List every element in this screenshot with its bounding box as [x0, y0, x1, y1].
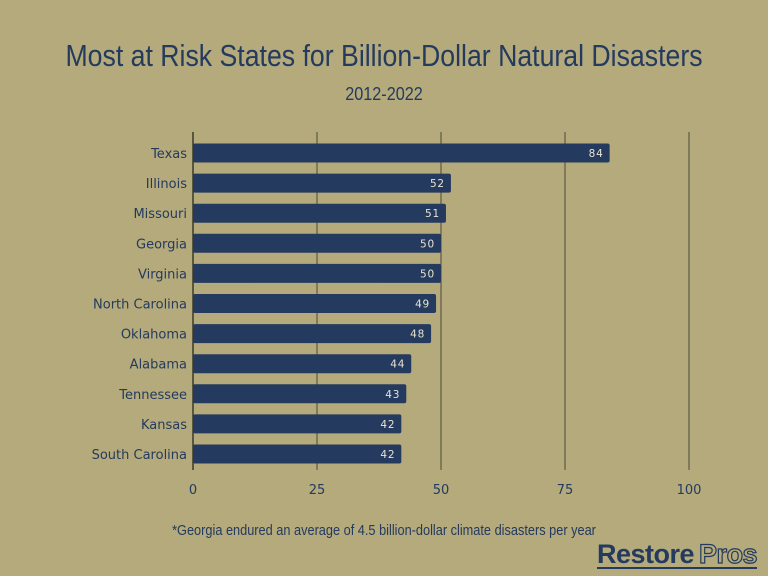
- bar: [193, 354, 412, 374]
- bar: [193, 263, 441, 283]
- x-tick-label: 25: [309, 483, 326, 498]
- x-tick-label: 100: [677, 483, 702, 498]
- category-label: Oklahoma: [121, 328, 187, 343]
- chart-subtitle: 2012-2022: [345, 84, 423, 104]
- data-label: 48: [410, 329, 425, 341]
- category-label: Illinois: [146, 177, 187, 192]
- bar: [193, 173, 451, 193]
- data-label: 49: [415, 299, 430, 311]
- bar: [193, 384, 407, 404]
- data-label: 44: [390, 359, 405, 371]
- category-label: Missouri: [133, 207, 187, 222]
- category-label: Virginia: [138, 267, 187, 282]
- x-tick-label: 75: [557, 483, 574, 498]
- bar: [193, 414, 402, 434]
- bar: [193, 203, 446, 223]
- restore-pros-logo: Restore Pros: [597, 539, 758, 569]
- data-label: 42: [380, 449, 395, 461]
- data-label: 50: [420, 238, 435, 250]
- chart-title: Most at Risk States for Billion-Dollar N…: [65, 38, 703, 73]
- data-label: 42: [380, 419, 395, 431]
- bar: [193, 294, 437, 313]
- category-label: Texas: [150, 147, 187, 162]
- data-label: 51: [425, 208, 440, 220]
- bar: [193, 324, 432, 344]
- category-label: Kansas: [141, 418, 187, 433]
- category-label: Tennessee: [118, 388, 187, 403]
- x-tick-label: 0: [189, 483, 197, 498]
- category-label: Georgia: [136, 237, 187, 252]
- data-label: 84: [589, 148, 604, 160]
- bar: [193, 233, 441, 253]
- data-label: 43: [385, 389, 400, 401]
- bar: [193, 143, 610, 163]
- category-label: South Carolina: [92, 448, 187, 463]
- category-label: Alabama: [130, 358, 187, 373]
- data-label: 50: [420, 268, 435, 280]
- bar: [193, 444, 402, 464]
- logo-part1: Restore: [597, 539, 695, 569]
- logo-part2: Pros: [698, 539, 758, 569]
- footnote: *Georgia endured an average of 4.5 billi…: [172, 522, 596, 539]
- category-label: North Carolina: [93, 298, 187, 313]
- x-tick-label: 50: [433, 483, 450, 498]
- data-label: 52: [430, 178, 445, 190]
